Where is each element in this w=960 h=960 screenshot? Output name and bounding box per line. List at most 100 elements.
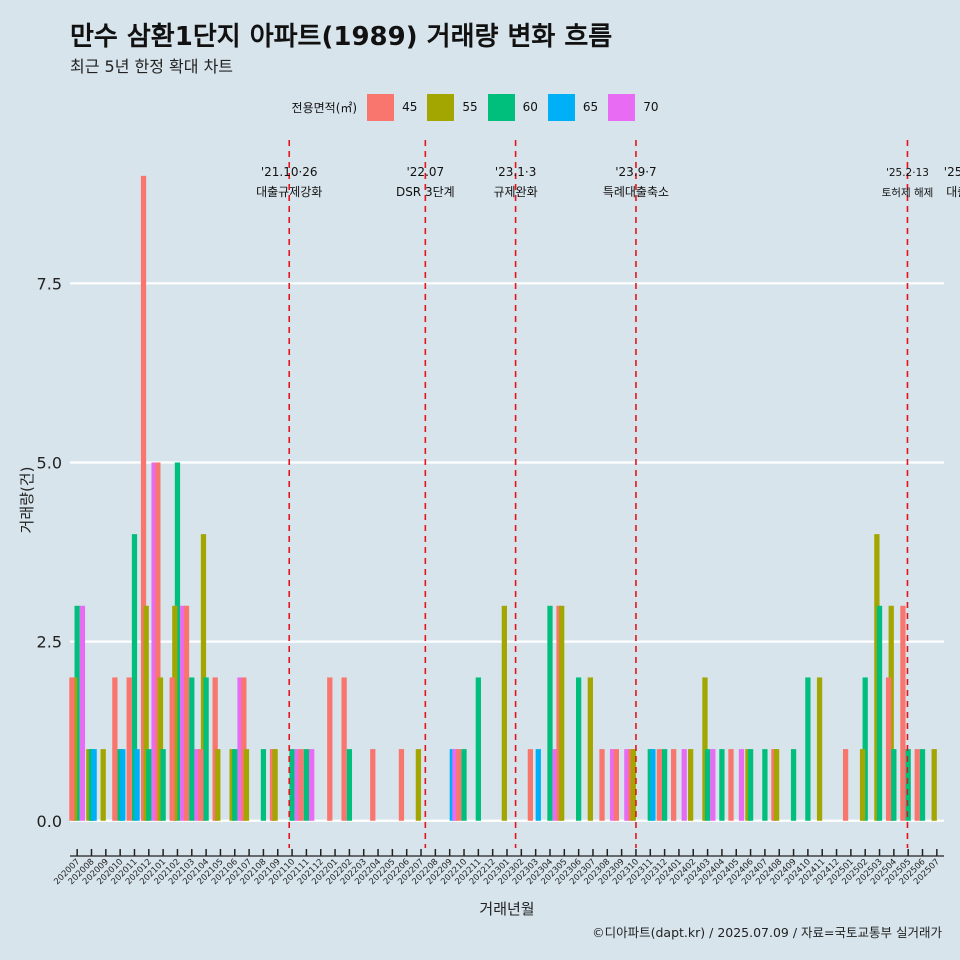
bar-70 <box>452 749 458 821</box>
bar-60 <box>547 605 553 821</box>
legend-swatch-55 <box>427 93 455 121</box>
legend-swatch-65 <box>547 93 575 121</box>
legend-label-70: 70 <box>643 100 659 114</box>
bar-70 <box>681 749 687 821</box>
chart-subtitle: 최근 5년 한정 확대 차트 <box>70 57 234 76</box>
bar-55 <box>630 749 636 821</box>
bar-60 <box>919 749 926 821</box>
bar-65 <box>120 749 126 821</box>
bar-70 <box>609 749 616 821</box>
event-date: '22.07 <box>407 165 445 179</box>
event-label: 대출규제 <box>946 185 960 199</box>
event-label: 특례대출축소 <box>603 185 669 199</box>
bar-55 <box>687 749 694 821</box>
bar-45 <box>628 749 634 821</box>
bar-55 <box>143 605 149 821</box>
legend-label-65: 65 <box>582 100 599 114</box>
chart-title: 만수 삼환1단지 아파트(1989) 거래량 변화 흐름 <box>70 22 613 52</box>
legend-item-70: 70 <box>608 93 659 121</box>
bar-60 <box>160 749 166 821</box>
bar-55 <box>100 749 106 821</box>
bar-55 <box>859 749 866 821</box>
bar-55 <box>559 605 565 821</box>
event-label: 토허제 해제 <box>882 186 934 199</box>
legend-item-55: 55 <box>427 93 478 121</box>
bar-45 <box>198 749 204 821</box>
bar-60 <box>661 749 668 821</box>
bar-45 <box>398 749 405 821</box>
y-tick-label: 7.5 <box>37 274 62 293</box>
bar-55 <box>415 749 422 821</box>
bar-45 <box>140 175 147 821</box>
bar-45 <box>456 749 462 821</box>
bar-70 <box>624 749 630 821</box>
bar-60 <box>461 749 467 821</box>
bar-65 <box>535 749 541 821</box>
source-caption: ©디아파트(dapt.kr) / 2025.07.09 / 자료=국토교통부 실… <box>592 925 942 940</box>
bar-70 <box>79 605 86 821</box>
bar-55 <box>272 749 278 821</box>
bar-60 <box>232 749 238 821</box>
legend-item-45: 45 <box>367 93 417 121</box>
bar-60 <box>203 677 209 821</box>
bar-55 <box>215 749 221 821</box>
bar-55 <box>243 749 250 821</box>
bar-60 <box>576 677 582 821</box>
bar-70 <box>180 605 186 821</box>
bar-55 <box>773 749 780 821</box>
bar-70 <box>294 749 300 821</box>
bar-45 <box>327 677 333 821</box>
bar-65 <box>134 749 140 821</box>
bar-60 <box>131 534 138 821</box>
y-tick-label: 5.0 <box>37 453 62 472</box>
bar-60 <box>891 749 897 821</box>
bar-45 <box>298 749 304 821</box>
bar-45 <box>599 749 605 821</box>
legend-item-60: 60 <box>487 93 538 121</box>
bar-65 <box>91 749 97 821</box>
bar-45 <box>728 749 734 821</box>
bar-55 <box>587 677 593 821</box>
bar-70 <box>309 749 315 821</box>
event-date: '25.6·27 <box>944 165 960 179</box>
bar-60 <box>289 749 295 821</box>
bar-70 <box>237 677 243 821</box>
bar-60 <box>475 677 481 821</box>
bar-45 <box>169 677 175 821</box>
legend-swatch-60 <box>487 93 515 121</box>
event-date: '25.2·13 <box>886 167 929 179</box>
bar-45 <box>341 677 347 821</box>
event-label: DSR 3단계 <box>396 185 455 199</box>
bar-70 <box>738 749 745 821</box>
legend-title: 전용면적(㎡) <box>291 100 358 115</box>
legend: 전용면적(㎡) 45 55 60 65 70 <box>0 92 960 122</box>
bar-45 <box>671 749 677 821</box>
legend-swatch-70 <box>608 93 636 121</box>
bar-55 <box>71 677 78 821</box>
bar-45 <box>112 677 118 821</box>
legend-label-55: 55 <box>462 100 478 114</box>
legend-swatch-45 <box>367 93 395 121</box>
bar-45 <box>900 605 906 821</box>
bar-45 <box>885 677 892 821</box>
bar-45 <box>842 749 849 821</box>
bar-45 <box>370 749 376 821</box>
bar-45 <box>771 749 777 821</box>
bar-60 <box>346 749 353 821</box>
bar-70 <box>710 749 716 821</box>
bar-55 <box>501 605 507 821</box>
legend-item-65: 65 <box>547 93 599 121</box>
bar-60 <box>704 749 711 821</box>
event-date: '21.10·26 <box>261 165 318 179</box>
bar-70 <box>552 749 558 821</box>
x-axis-title: 거래년월 <box>479 900 534 918</box>
bar-70 <box>194 749 200 821</box>
bar-45 <box>914 749 920 821</box>
bar-60 <box>876 605 883 821</box>
bar-60 <box>747 749 754 821</box>
bar-60 <box>790 749 797 821</box>
bar-45 <box>155 462 161 821</box>
event-label: 대출규제강화 <box>256 185 322 199</box>
bar-55 <box>931 749 937 821</box>
bar-45 <box>656 749 662 821</box>
